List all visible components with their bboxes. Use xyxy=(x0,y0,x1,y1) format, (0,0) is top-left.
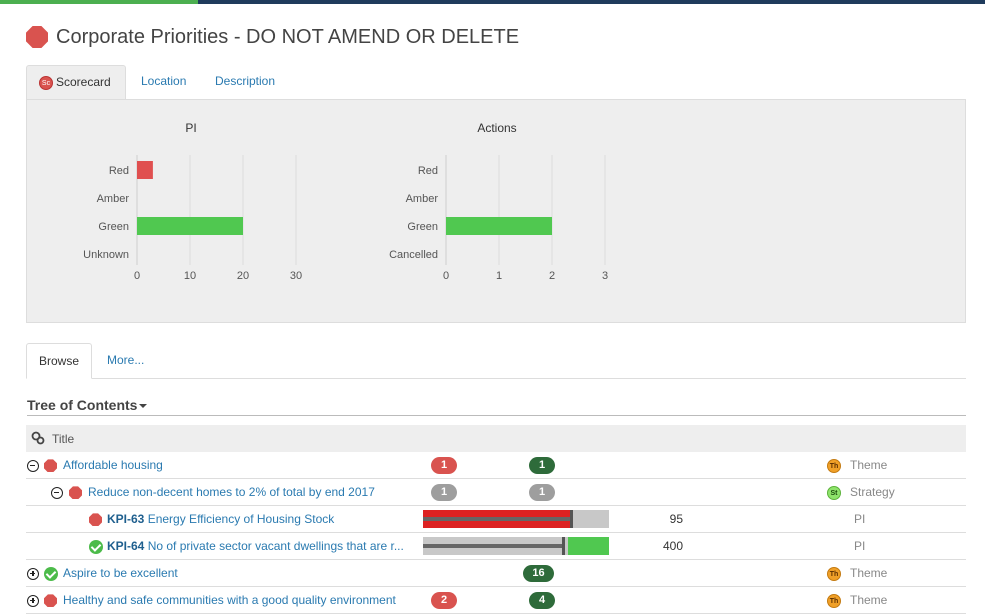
tree-of-contents-dropdown[interactable]: Tree of Contents xyxy=(27,397,966,416)
tree-row-affordable-housing: Affordable housing 1 1 Th Theme xyxy=(26,452,966,479)
scorecard-icon: Sc xyxy=(39,75,53,90)
green-count-badge[interactable]: 16 xyxy=(523,565,554,583)
tick-label: 2 xyxy=(549,270,555,282)
chart-title: Actions xyxy=(477,121,516,135)
tree-item-title[interactable]: Aspire to be excellent xyxy=(63,566,178,580)
scorecard-charts: PI 0 10 20 30 Red Amber Green Unknown Actions 0 1 2 3… xyxy=(83,121,608,282)
category-label: Amber xyxy=(406,193,439,205)
green-count-badge[interactable]: 1 xyxy=(529,457,555,475)
table-header: Title xyxy=(26,425,966,452)
red-count-badge[interactable]: 1 xyxy=(431,457,457,475)
kpi-target-line xyxy=(423,517,572,521)
collapse-icon[interactable] xyxy=(27,459,39,472)
tree-row-kpi-63: KPI-63 Energy Efficiency of Housing Stoc… xyxy=(26,506,966,533)
green-count-badge[interactable]: 4 xyxy=(529,592,555,610)
red-count-badge[interactable]: 1 xyxy=(431,484,457,502)
chart-title: PI xyxy=(185,121,196,135)
caret-down-icon xyxy=(139,404,148,409)
browse-tabs: Browse More... xyxy=(26,343,966,379)
green-count-badge[interactable]: 1 xyxy=(529,484,555,502)
tab-scorecard-label: Scorecard xyxy=(56,75,111,89)
bar xyxy=(137,217,243,235)
kpi-title: No of private sector vacant dwellings th… xyxy=(147,539,404,553)
type-label: PI xyxy=(854,512,866,526)
tree-item-title[interactable]: Healthy and safe communities with a good… xyxy=(63,593,396,607)
stop-status-icon xyxy=(89,513,102,527)
tree-row-strategy: Reduce non-decent homes to 2% of total b… xyxy=(26,479,966,506)
bar xyxy=(446,217,552,235)
tree-item-title[interactable]: Affordable housing xyxy=(63,458,163,472)
category-label: Cancelled xyxy=(389,249,438,261)
category-label: Red xyxy=(109,165,129,177)
tick-label: 10 xyxy=(184,270,196,282)
category-label: Red xyxy=(418,165,438,177)
tree-of-contents-label: Tree of Contents xyxy=(27,397,138,413)
tab-more[interactable]: More... xyxy=(107,353,145,367)
type-label: PI xyxy=(854,539,866,553)
column-title-header: Title xyxy=(52,432,75,446)
tab-location[interactable]: Location xyxy=(141,74,187,88)
category-label: Amber xyxy=(97,193,130,205)
theme-icon: Th xyxy=(827,458,841,473)
tick-label: 30 xyxy=(290,270,302,282)
tree-row-healthy-safe: Healthy and safe communities with a good… xyxy=(26,587,966,614)
kpi-performance-bar xyxy=(423,510,609,528)
stop-status-icon xyxy=(26,26,48,48)
kpi-title: Energy Efficiency of Housing Stock xyxy=(147,512,335,526)
expand-icon[interactable] xyxy=(27,567,39,580)
tree-row-aspire: Aspire to be excellent 16 Th Theme xyxy=(26,560,966,587)
page-header: Corporate Priorities - DO NOT AMEND OR D… xyxy=(26,24,519,50)
tree-row-kpi-64: KPI-64 No of private sector vacant dwell… xyxy=(26,533,966,560)
kpi-target-marker xyxy=(569,510,573,528)
tab-scorecard[interactable]: Sc Scorecard xyxy=(26,65,126,100)
kpi-target-marker xyxy=(562,537,566,555)
gears-icon[interactable] xyxy=(31,431,45,445)
kpi-value: 400 xyxy=(662,539,683,553)
tick-label: 3 xyxy=(602,270,608,282)
top-bar xyxy=(0,0,985,4)
scorecard-panel: PI 0 10 20 30 Red Amber Green Unknown Actions 0 1 2 3… xyxy=(26,99,966,323)
kpi-link[interactable]: KPI-64 No of private sector vacant dwell… xyxy=(107,533,404,560)
kpi-code: KPI-63 xyxy=(107,512,145,526)
kpi-link[interactable]: KPI-63 Energy Efficiency of Housing Stoc… xyxy=(107,506,334,533)
type-label: Theme xyxy=(850,593,888,607)
type-label: Theme xyxy=(850,458,888,472)
tree-item-title[interactable]: Reduce non-decent homes to 2% of total b… xyxy=(88,485,375,499)
category-label: Unknown xyxy=(83,249,129,261)
type-label: Strategy xyxy=(850,485,895,499)
stop-status-icon xyxy=(44,594,57,608)
red-count-badge[interactable]: 2 xyxy=(431,592,457,610)
type-label: Theme xyxy=(850,566,888,580)
kpi-value: 95 xyxy=(669,512,683,526)
tick-label: 1 xyxy=(496,270,502,282)
kpi-code: KPI-64 xyxy=(107,539,145,553)
tab-description[interactable]: Description xyxy=(215,74,276,88)
category-label: Green xyxy=(98,221,129,233)
check-status-icon xyxy=(89,539,103,554)
top-tabs: Sc Scorecard Location Description xyxy=(26,65,966,100)
stop-status-icon xyxy=(44,459,57,473)
kpi-performance-bar xyxy=(423,537,609,555)
tick-label: 0 xyxy=(443,270,449,282)
kpi-target-line xyxy=(423,544,565,548)
collapse-icon[interactable] xyxy=(51,486,63,499)
page-title: Corporate Priorities - DO NOT AMEND OR D… xyxy=(56,25,520,48)
tick-label: 0 xyxy=(134,270,140,282)
theme-icon: Th xyxy=(827,566,841,581)
tab-browse[interactable]: Browse xyxy=(26,343,92,379)
top-bar-accent xyxy=(0,0,198,4)
strategy-icon: St xyxy=(827,485,841,500)
tick-label: 20 xyxy=(237,270,249,282)
bar xyxy=(137,161,153,179)
theme-icon: Th xyxy=(827,593,841,608)
check-status-icon xyxy=(44,566,58,581)
category-label: Green xyxy=(407,221,438,233)
stop-status-icon xyxy=(69,486,82,500)
expand-icon[interactable] xyxy=(27,594,39,607)
